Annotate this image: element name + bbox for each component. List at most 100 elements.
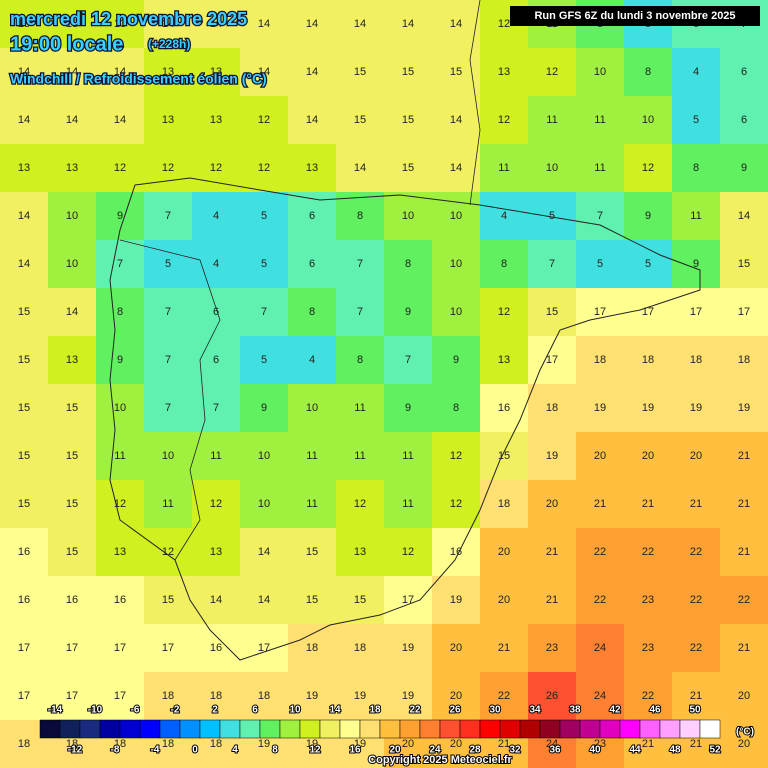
legend-swatch: [239, 719, 261, 739]
legend-swatch: [519, 719, 541, 739]
cell: [672, 192, 721, 241]
legend-label: 38: [569, 705, 581, 716]
cell: [336, 480, 385, 529]
cell: [720, 720, 768, 768]
value: 10: [546, 162, 558, 174]
value: 21: [738, 642, 750, 654]
cell: [576, 624, 625, 673]
value: 11: [210, 450, 221, 462]
legend-swatch: [339, 719, 361, 739]
cell: [336, 624, 385, 673]
value: 8: [453, 402, 459, 414]
value: 13: [210, 114, 222, 126]
value: 9: [741, 162, 747, 174]
value: 10: [258, 450, 270, 462]
value: 16: [66, 594, 78, 606]
value: 10: [450, 210, 462, 222]
cell: [384, 144, 433, 193]
cell: [576, 192, 625, 241]
value: 7: [165, 210, 171, 222]
cell: [384, 480, 433, 529]
cell: [192, 144, 241, 193]
value: 7: [165, 354, 171, 366]
value: 14: [450, 162, 462, 174]
cell: [720, 144, 768, 193]
legend-label: 28: [469, 745, 481, 756]
cell: [48, 240, 97, 289]
cell: [624, 384, 673, 433]
cell: [240, 48, 289, 97]
value: 12: [114, 498, 126, 510]
value: 15: [18, 498, 30, 510]
legend-label: -6: [131, 705, 140, 716]
value: 11: [594, 114, 605, 126]
cell: [336, 96, 385, 145]
cell: [528, 336, 577, 385]
legend-swatch: [59, 719, 81, 739]
cell: [624, 432, 673, 481]
value: 14: [306, 18, 318, 30]
value: 20: [402, 738, 414, 750]
value: 8: [117, 306, 123, 318]
value: 24: [546, 738, 558, 750]
legend-label: 52: [709, 745, 721, 756]
cell: [432, 624, 481, 673]
legend-swatch: [99, 719, 121, 739]
value: 21: [738, 450, 750, 462]
value: 12: [114, 162, 126, 174]
cell: [384, 672, 433, 721]
value: 19: [258, 738, 270, 750]
value: 15: [354, 66, 366, 78]
cell: [288, 96, 337, 145]
legend-swatch: [79, 719, 101, 739]
value: 14: [66, 306, 78, 318]
value: 13: [18, 162, 30, 174]
legend-label: 40: [589, 745, 601, 756]
value: 10: [594, 66, 606, 78]
cell: [144, 624, 193, 673]
cell: [96, 576, 145, 625]
legend-label: -4: [151, 745, 160, 756]
cell: [576, 576, 625, 625]
cell: [384, 240, 433, 289]
cell: [48, 288, 97, 337]
cell: [672, 336, 721, 385]
value: 20: [450, 690, 462, 702]
value: 15: [18, 306, 30, 318]
value: 17: [642, 306, 654, 318]
value: 19: [402, 690, 414, 702]
cell: [624, 96, 673, 145]
coastline: [109, 177, 701, 661]
cell: [144, 144, 193, 193]
value: 5: [165, 258, 171, 270]
value: 14: [258, 546, 270, 558]
value: 22: [738, 594, 750, 606]
cell: [624, 144, 673, 193]
cell: [288, 672, 337, 721]
value: 10: [450, 258, 462, 270]
value: 15: [402, 114, 414, 126]
cell: [288, 576, 337, 625]
value: 21: [690, 498, 702, 510]
cell: [720, 672, 768, 721]
value: 6: [309, 210, 315, 222]
cell: [288, 480, 337, 529]
parameter: Windchill / Refroidissement éolien (°C): [10, 71, 267, 87]
cell: [144, 672, 193, 721]
value: 14: [114, 66, 126, 78]
cell: [528, 48, 577, 97]
cell: [144, 192, 193, 241]
value: 12: [498, 114, 510, 126]
legend-swatch: [379, 719, 401, 739]
cell: [576, 432, 625, 481]
value: 16: [18, 546, 30, 558]
cell: [48, 336, 97, 385]
cell: [528, 528, 577, 577]
value: 18: [258, 690, 270, 702]
cell: [576, 288, 625, 337]
value: 13: [306, 162, 318, 174]
value: 15: [66, 498, 78, 510]
value: 17: [66, 642, 78, 654]
cell: [0, 480, 49, 529]
